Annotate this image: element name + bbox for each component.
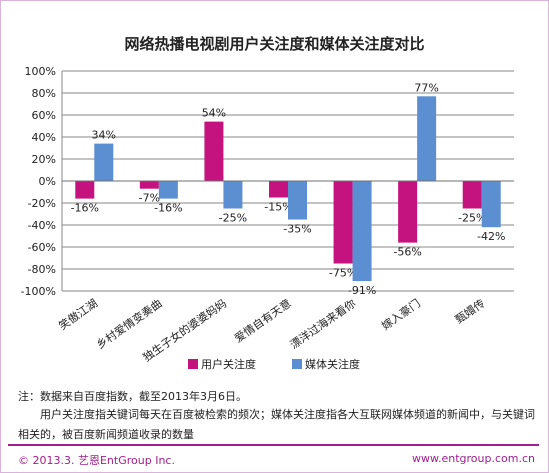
copyright-text: © 2013.3. 艺恩EntGroup Inc.: [18, 454, 175, 467]
media-attention-label: -42%: [477, 230, 505, 243]
y-tick-label: -40%: [28, 219, 56, 232]
user-attention-bar: [269, 181, 288, 198]
media-attention-label: -91%: [348, 284, 376, 297]
user-attention-bar: [462, 181, 482, 209]
x-category-label: 笑傲江湖: [56, 296, 100, 333]
definition-note-line1: 用户关注度指关键词每天在百度被检索的频次；媒体关注度指各大互联网媒体频道的新闻中…: [40, 408, 535, 421]
media-attention-bar: [223, 181, 243, 209]
x-category-label: 漂洋过海来看你: [287, 296, 358, 352]
y-tick-label: -100%: [21, 285, 56, 298]
x-category-label: 爱情自有天意: [232, 296, 294, 345]
media-attention-label: -25%: [219, 212, 247, 225]
user-attention-label: -7%: [139, 192, 160, 205]
user-attention-bar: [139, 181, 159, 189]
y-tick-label: -20%: [28, 197, 56, 210]
data-source-note: 注：数据来自百度指数，截至2013年3月6日。: [18, 390, 247, 403]
legend-label-user: 用户关注度: [201, 357, 256, 371]
media-attention-label: -35%: [283, 223, 311, 236]
media-attention-bar: [158, 181, 178, 199]
chart-title: 网络热播电视剧用户关注度和媒体关注度对比: [124, 35, 425, 53]
y-tick-label: 20%: [32, 153, 56, 166]
media-attention-bar: [94, 143, 114, 181]
media-attention-bar: [417, 96, 437, 181]
user-attention-bar: [333, 181, 353, 264]
y-tick-label: 40%: [32, 131, 56, 144]
footer-divider: [8, 444, 539, 446]
user-attention-label: -75%: [329, 267, 357, 280]
media-attention-bar: [288, 181, 307, 220]
x-category-label: 甄嬛传: [452, 296, 487, 326]
user-attention-label: -56%: [393, 246, 421, 259]
user-attention-label: -16%: [71, 202, 99, 215]
legend-swatch-user: [188, 359, 198, 369]
bar-chart: 100% 80% 60% 40% 20% 0% -20% -40% -60% -80% -100% -…: [21, 65, 514, 371]
website-link[interactable]: www.entgroup.com.cn: [412, 452, 535, 465]
y-tick-label: -80%: [28, 263, 56, 276]
legend-swatch-media: [292, 359, 302, 369]
y-tick-label: 0%: [39, 175, 56, 188]
y-tick-label: 100%: [25, 65, 56, 78]
y-tick-label: 80%: [32, 87, 56, 100]
media-attention-label: -16%: [154, 202, 182, 215]
user-attention-label: -15%: [264, 201, 292, 214]
user-attention-label: -25%: [458, 212, 486, 225]
user-attention-bar: [398, 181, 418, 243]
user-attention-bar: [204, 121, 224, 181]
user-attention-bar: [75, 181, 95, 199]
legend-label-media: 媒体关注度: [305, 357, 360, 371]
user-attention-label: 54%: [202, 107, 226, 120]
media-attention-label: 77%: [414, 81, 438, 94]
x-category-label: 嫁入豪门: [379, 296, 423, 333]
definition-note-line2: 相关的，被百度新闻频道收录的数量: [18, 428, 194, 441]
y-tick-label: 60%: [32, 109, 56, 122]
y-tick-label: -60%: [28, 241, 56, 254]
media-attention-bar: [352, 181, 372, 282]
media-attention-label: 34%: [92, 129, 116, 142]
media-attention-bar: [481, 181, 501, 228]
